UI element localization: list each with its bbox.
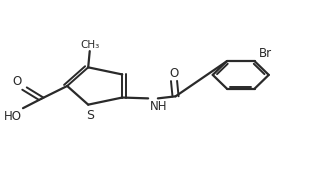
Text: S: S <box>86 109 94 122</box>
Text: O: O <box>169 67 179 80</box>
Text: HO: HO <box>3 110 22 122</box>
Text: O: O <box>13 75 22 88</box>
Text: NH: NH <box>150 100 167 113</box>
Text: CH₃: CH₃ <box>80 40 99 50</box>
Text: Br: Br <box>259 47 272 60</box>
